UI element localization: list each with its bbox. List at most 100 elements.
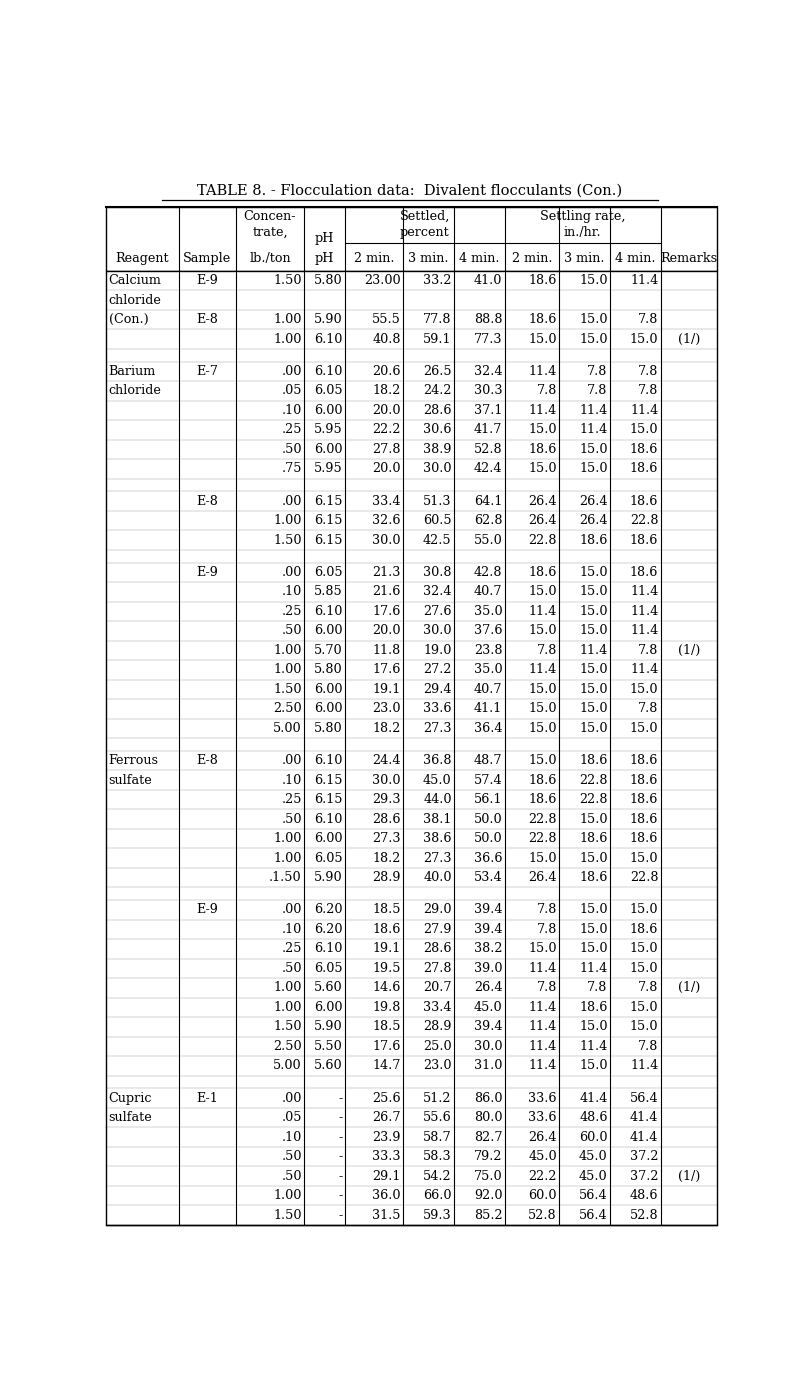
- Text: 11.4: 11.4: [579, 403, 607, 417]
- Text: 15.0: 15.0: [579, 624, 607, 638]
- Text: 51.2: 51.2: [423, 1092, 451, 1105]
- Text: 35.0: 35.0: [474, 664, 502, 676]
- Text: 15.0: 15.0: [630, 683, 658, 696]
- Text: (1/): (1/): [678, 981, 700, 994]
- Text: 27.9: 27.9: [423, 923, 451, 936]
- Text: 15.0: 15.0: [579, 1059, 607, 1073]
- Text: 22.8: 22.8: [528, 832, 557, 845]
- Text: 18.2: 18.2: [373, 851, 401, 865]
- Text: Settled,
percent: Settled, percent: [400, 211, 450, 238]
- Text: 33.6: 33.6: [423, 703, 451, 715]
- Text: 40.0: 40.0: [423, 872, 451, 884]
- Text: 5.00: 5.00: [274, 722, 302, 735]
- Text: 6.10: 6.10: [314, 365, 342, 378]
- Text: .00: .00: [282, 495, 302, 507]
- Text: 29.0: 29.0: [423, 904, 451, 916]
- Bar: [106, 207, 717, 270]
- Text: E-8: E-8: [196, 313, 218, 326]
- Text: 11.4: 11.4: [579, 644, 607, 657]
- Text: 18.6: 18.6: [579, 872, 607, 884]
- Text: 5.00: 5.00: [274, 1059, 302, 1073]
- Text: 23.00: 23.00: [364, 274, 401, 287]
- Text: 6.10: 6.10: [314, 333, 342, 345]
- Text: 22.8: 22.8: [528, 534, 557, 546]
- Text: 88.8: 88.8: [474, 313, 502, 326]
- Text: 18.6: 18.6: [373, 923, 401, 936]
- Text: -: -: [338, 1170, 342, 1182]
- Text: 30.6: 30.6: [423, 424, 451, 437]
- Text: 7.8: 7.8: [638, 703, 658, 715]
- Text: 41.4: 41.4: [630, 1131, 658, 1143]
- Text: 27.8: 27.8: [372, 444, 401, 456]
- Text: 7.8: 7.8: [638, 313, 658, 326]
- Text: 11.4: 11.4: [579, 424, 607, 437]
- Text: 11.4: 11.4: [529, 403, 557, 417]
- Text: 15.0: 15.0: [579, 333, 607, 345]
- Text: 62.8: 62.8: [474, 514, 502, 527]
- Text: 92.0: 92.0: [474, 1189, 502, 1202]
- Text: (1/): (1/): [678, 333, 700, 345]
- Text: 5.90: 5.90: [314, 872, 342, 884]
- Text: 5.60: 5.60: [314, 981, 342, 994]
- Text: 36.0: 36.0: [372, 1189, 401, 1202]
- Text: 15.0: 15.0: [528, 942, 557, 955]
- Text: -: -: [338, 1131, 342, 1143]
- Text: 40.7: 40.7: [474, 585, 502, 599]
- Text: 23.0: 23.0: [372, 703, 401, 715]
- Text: 31.0: 31.0: [474, 1059, 502, 1073]
- Text: 42.8: 42.8: [474, 565, 502, 579]
- Text: .50: .50: [282, 962, 302, 974]
- Text: 28.6: 28.6: [423, 942, 451, 955]
- Text: 40.8: 40.8: [372, 333, 401, 345]
- Text: 29.1: 29.1: [373, 1170, 401, 1182]
- Text: (Con.): (Con.): [109, 313, 149, 326]
- Text: 6.00: 6.00: [314, 444, 342, 456]
- Text: 11.8: 11.8: [373, 644, 401, 657]
- Text: .00: .00: [282, 365, 302, 378]
- Text: 41.1: 41.1: [474, 703, 502, 715]
- Text: 56.4: 56.4: [630, 1092, 658, 1105]
- Text: 11.4: 11.4: [630, 664, 658, 676]
- Text: 38.6: 38.6: [423, 832, 451, 845]
- Text: 15.0: 15.0: [630, 424, 658, 437]
- Text: 6.15: 6.15: [314, 514, 342, 527]
- Text: 14.6: 14.6: [373, 981, 401, 994]
- Text: 4 min.: 4 min.: [615, 251, 656, 265]
- Text: 1.50: 1.50: [274, 1209, 302, 1221]
- Text: E-7: E-7: [196, 365, 218, 378]
- Text: 25.6: 25.6: [372, 1092, 401, 1105]
- Text: 11.4: 11.4: [579, 1040, 607, 1053]
- Text: 20.0: 20.0: [372, 463, 401, 475]
- Text: 45.0: 45.0: [579, 1170, 607, 1182]
- Text: 38.2: 38.2: [474, 942, 502, 955]
- Text: 1.00: 1.00: [274, 832, 302, 845]
- Text: 6.05: 6.05: [314, 851, 342, 865]
- Text: 55.5: 55.5: [372, 313, 401, 326]
- Text: 7.8: 7.8: [638, 365, 658, 378]
- Text: chloride: chloride: [109, 294, 162, 306]
- Text: .10: .10: [282, 403, 302, 417]
- Text: E-9: E-9: [196, 904, 218, 916]
- Text: 1.00: 1.00: [274, 1189, 302, 1202]
- Text: 15.0: 15.0: [630, 1001, 658, 1015]
- Text: 37.6: 37.6: [474, 624, 502, 638]
- Text: 5.50: 5.50: [314, 1040, 342, 1053]
- Text: 45.0: 45.0: [579, 1150, 607, 1163]
- Text: 5.80: 5.80: [314, 722, 342, 735]
- Text: .75: .75: [282, 463, 302, 475]
- Text: 7.8: 7.8: [537, 904, 557, 916]
- Text: 5.95: 5.95: [314, 424, 342, 437]
- Text: .50: .50: [282, 444, 302, 456]
- Text: 15.0: 15.0: [579, 703, 607, 715]
- Text: 19.1: 19.1: [373, 942, 401, 955]
- Text: .00: .00: [282, 904, 302, 916]
- Text: 5.80: 5.80: [314, 274, 342, 287]
- Text: 37.1: 37.1: [474, 403, 502, 417]
- Text: 15.0: 15.0: [528, 585, 557, 599]
- Text: 1.00: 1.00: [274, 514, 302, 527]
- Text: 38.1: 38.1: [423, 812, 451, 826]
- Text: 64.1: 64.1: [474, 495, 502, 507]
- Text: .50: .50: [282, 812, 302, 826]
- Text: .10: .10: [282, 585, 302, 599]
- Text: 52.8: 52.8: [528, 1209, 557, 1221]
